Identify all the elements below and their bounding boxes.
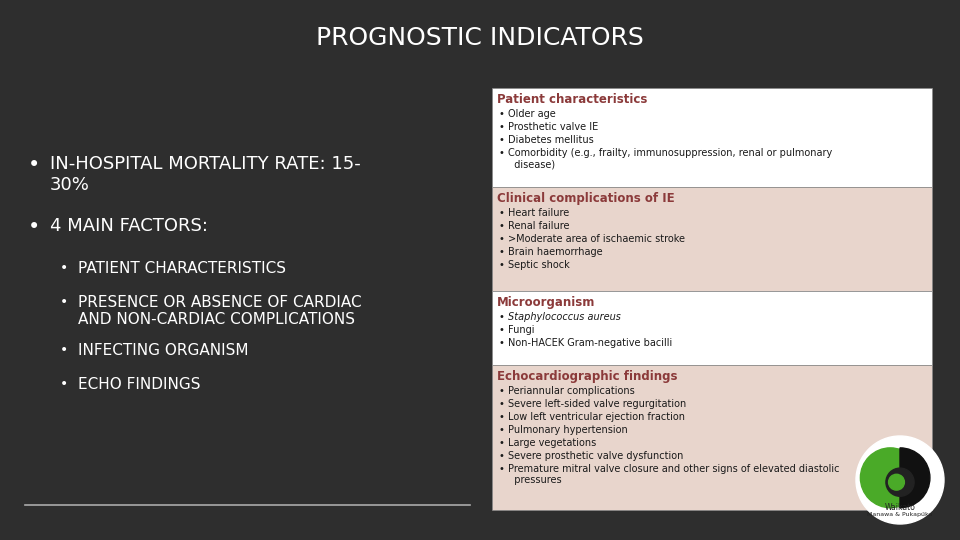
- Text: •: •: [499, 437, 505, 448]
- Text: Large vegetations: Large vegetations: [508, 437, 596, 448]
- Text: •: •: [28, 217, 40, 237]
- Circle shape: [860, 448, 921, 508]
- Text: •: •: [499, 122, 505, 132]
- Text: Brain haemorrhage: Brain haemorrhage: [508, 247, 603, 257]
- Text: •: •: [60, 343, 68, 357]
- Text: •: •: [499, 399, 505, 409]
- Circle shape: [886, 468, 914, 496]
- Text: PRESENCE OR ABSENCE OF CARDIAC
AND NON-CARDIAC COMPLICATIONS: PRESENCE OR ABSENCE OF CARDIAC AND NON-C…: [78, 295, 362, 327]
- Text: •: •: [499, 234, 505, 244]
- Text: Septic shock: Septic shock: [508, 260, 569, 270]
- Wedge shape: [900, 448, 930, 508]
- Circle shape: [856, 436, 944, 524]
- Text: Waikato: Waikato: [884, 503, 916, 512]
- Text: •: •: [60, 295, 68, 309]
- Text: •: •: [60, 261, 68, 275]
- Text: 4 MAIN FACTORS:: 4 MAIN FACTORS:: [50, 217, 208, 235]
- Text: Non-HACEK Gram-negative bacilli: Non-HACEK Gram-negative bacilli: [508, 338, 672, 348]
- Text: Diabetes mellitus: Diabetes mellitus: [508, 135, 593, 145]
- Text: Echocardiographic findings: Echocardiographic findings: [497, 369, 678, 382]
- Text: IN-HOSPITAL MORTALITY RATE: 15-
30%: IN-HOSPITAL MORTALITY RATE: 15- 30%: [50, 155, 361, 194]
- Text: Renal failure: Renal failure: [508, 221, 569, 231]
- Bar: [492, 187, 932, 291]
- Bar: [492, 88, 932, 187]
- Text: Comorbidity (e.g., frailty, immunosuppression, renal or pulmonary
  disease): Comorbidity (e.g., frailty, immunosuppre…: [508, 148, 832, 170]
- Text: Microorganism: Microorganism: [497, 296, 595, 309]
- Text: Periannular complications: Periannular complications: [508, 386, 635, 395]
- Text: Heart failure: Heart failure: [508, 208, 569, 218]
- Text: •: •: [499, 208, 505, 218]
- Text: Fungi: Fungi: [508, 325, 535, 335]
- Text: Manawa & Pukapūka: Manawa & Pukapūka: [867, 512, 933, 517]
- Text: Staphylococcus aureus: Staphylococcus aureus: [508, 312, 621, 322]
- Text: •: •: [499, 424, 505, 435]
- Text: ECHO FINDINGS: ECHO FINDINGS: [78, 377, 201, 392]
- Text: Pulmonary hypertension: Pulmonary hypertension: [508, 424, 628, 435]
- Circle shape: [889, 474, 904, 490]
- Text: •: •: [499, 109, 505, 119]
- Text: •: •: [499, 135, 505, 145]
- Bar: [492, 291, 932, 364]
- Bar: [492, 364, 932, 510]
- Text: Clinical complications of IE: Clinical complications of IE: [497, 192, 675, 205]
- Text: •: •: [28, 155, 40, 175]
- Text: •: •: [499, 463, 505, 474]
- Text: •: •: [499, 325, 505, 335]
- Text: >Moderate area of ischaemic stroke: >Moderate area of ischaemic stroke: [508, 234, 685, 244]
- Text: •: •: [499, 450, 505, 461]
- Text: •: •: [499, 338, 505, 348]
- Text: INFECTING ORGANISM: INFECTING ORGANISM: [78, 343, 249, 358]
- Text: •: •: [499, 247, 505, 257]
- Text: Patient characteristics: Patient characteristics: [497, 93, 647, 106]
- Text: •: •: [499, 312, 505, 322]
- Text: Older age: Older age: [508, 109, 556, 119]
- Text: Low left ventricular ejection fraction: Low left ventricular ejection fraction: [508, 411, 685, 422]
- Text: •: •: [60, 377, 68, 391]
- Text: Premature mitral valve closure and other signs of elevated diastolic
  pressures: Premature mitral valve closure and other…: [508, 463, 839, 485]
- Text: Prosthetic valve IE: Prosthetic valve IE: [508, 122, 598, 132]
- Text: •: •: [499, 386, 505, 395]
- Text: •: •: [499, 260, 505, 270]
- Text: •: •: [499, 411, 505, 422]
- Text: Severe left-sided valve regurgitation: Severe left-sided valve regurgitation: [508, 399, 686, 409]
- Text: •: •: [499, 221, 505, 231]
- Text: •: •: [499, 148, 505, 158]
- Text: PROGNOSTIC INDICATORS: PROGNOSTIC INDICATORS: [316, 26, 644, 50]
- Text: Severe prosthetic valve dysfunction: Severe prosthetic valve dysfunction: [508, 450, 684, 461]
- Text: PATIENT CHARACTERISTICS: PATIENT CHARACTERISTICS: [78, 261, 286, 276]
